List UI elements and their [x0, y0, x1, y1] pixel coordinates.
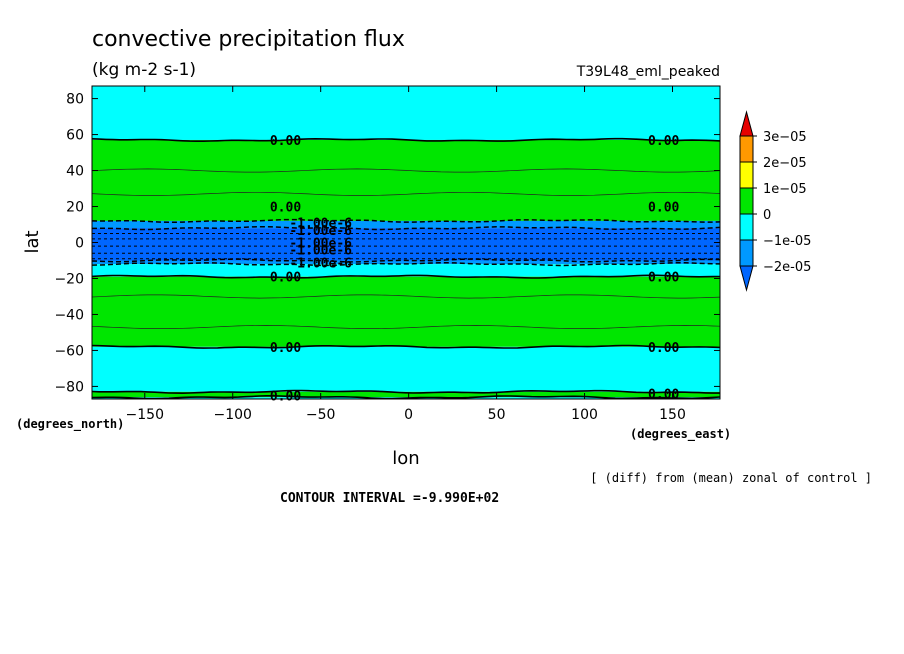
band-2	[92, 220, 720, 229]
contour-line-5	[91, 274, 721, 279]
contour-label-6: 0.00	[270, 341, 301, 356]
y-tick-label-2: 40	[66, 164, 84, 180]
colorbar-label-3: 0	[763, 208, 771, 223]
band-5	[92, 264, 720, 277]
x-tick-label-3: 0	[404, 407, 413, 423]
contour-line-8	[91, 395, 721, 400]
y-axis: 80 60 40 20 0 −20 −40 −60 −80	[54, 92, 720, 395]
y-tick-label-6: −40	[54, 307, 84, 323]
chart-title: convective precipitation flux	[92, 27, 405, 52]
footer-note: [ (diff) from (mean) zonal of control ]	[590, 471, 872, 485]
contour-label-11: -1.00e-6	[289, 224, 352, 239]
colorbar-seg-4	[739, 213, 754, 241]
band-6	[92, 276, 720, 347]
band-8	[92, 391, 720, 398]
contour-label-2: 0.00	[270, 201, 301, 216]
y-tick-label-5: −20	[54, 271, 84, 287]
x-tick-label-0: −150	[126, 407, 164, 423]
y-tick-label-1: 60	[66, 128, 84, 144]
contour-thin-2	[91, 294, 721, 299]
contour-label-13: -1.00e-6	[289, 244, 352, 259]
y-tick-label-7: −60	[54, 343, 84, 359]
contour-label-10: -1.00e-6	[289, 217, 352, 232]
contour-line-0	[91, 137, 721, 142]
contour-label-12: -1.00e-6	[289, 237, 352, 252]
contour-interval: CONTOUR INTERVAL =-9.990E+02	[280, 491, 499, 506]
band-4	[92, 260, 720, 265]
y-units-label: (degrees_north)	[16, 417, 124, 432]
contour-label-14: -1.00e-6	[289, 256, 352, 271]
colorbar-seg-3	[739, 187, 754, 215]
contour-line-2	[91, 225, 721, 231]
y-tick-label-0: 80	[66, 92, 84, 108]
contour-label-4: 0.00	[270, 271, 301, 286]
colorbar-bottom-arrow	[739, 265, 754, 292]
contour-line-4	[91, 261, 721, 267]
band-7	[92, 346, 720, 392]
colorbar-label-5: −2e-05	[763, 260, 811, 275]
contour-label-1: 0.00	[648, 134, 679, 149]
experiment-label: T39L48_eml_peaked	[576, 64, 720, 80]
colorbar-label-2: 1e−05	[763, 182, 807, 197]
x-tick-label-4: 50	[488, 407, 506, 423]
colorbar-label-1: 2e−05	[763, 156, 807, 171]
contour-line-1	[91, 218, 721, 224]
band-3	[92, 228, 720, 261]
x-axis: −150 −100 −50 0 50 100 150	[126, 86, 686, 423]
contour-lines	[91, 137, 721, 400]
x-tick-label-6: 150	[659, 407, 686, 423]
x-tick-label-2: −50	[306, 407, 336, 423]
colorbar-top-arrow	[739, 110, 754, 137]
contour-line-3	[91, 258, 721, 263]
contour-thin-1	[91, 191, 721, 196]
contour-label-7: 0.00	[648, 341, 679, 356]
y-tick-label-4: 0	[75, 236, 84, 252]
contour-label-8: 0.00	[270, 389, 301, 404]
contour-line-6	[91, 344, 721, 349]
x-units-label: (degrees_east)	[630, 427, 731, 442]
contour-label-9: 0.00	[648, 388, 679, 403]
contour-thin-3	[91, 325, 721, 329]
chart-units: (kg m-2 s-1)	[92, 60, 196, 80]
band-1	[92, 139, 720, 221]
colorbar: 3e−05 2e−05 1e−05 0 −1e-05 −2e-05	[739, 110, 811, 292]
plot-fill	[92, 86, 720, 399]
colorbar-seg-5	[739, 239, 754, 267]
contour-label-5: 0.00	[648, 271, 679, 286]
y-axis-label: lat	[22, 230, 43, 253]
colorbar-seg-2	[739, 161, 754, 189]
contour-label-3: 0.00	[648, 201, 679, 216]
colorbar-label-4: −1e-05	[763, 234, 811, 249]
y-tick-label-3: 20	[66, 200, 84, 216]
contour-labels: 0.00 0.00 0.00 0.00 0.00 0.00 0.00 0.00 0.00 0.00…	[270, 134, 680, 404]
y-tick-label-8: −80	[54, 379, 84, 395]
colorbar-label-0: 3e−05	[763, 130, 807, 145]
contour-label-0: 0.00	[270, 134, 301, 149]
colorbar-seg-1	[739, 135, 754, 163]
contour-thin-0	[91, 168, 721, 173]
x-tick-label-1: −100	[214, 407, 252, 423]
x-tick-label-5: 100	[571, 407, 598, 423]
contour-line-7	[91, 389, 720, 395]
band-0	[92, 86, 720, 140]
x-axis-label: lon	[392, 448, 419, 469]
